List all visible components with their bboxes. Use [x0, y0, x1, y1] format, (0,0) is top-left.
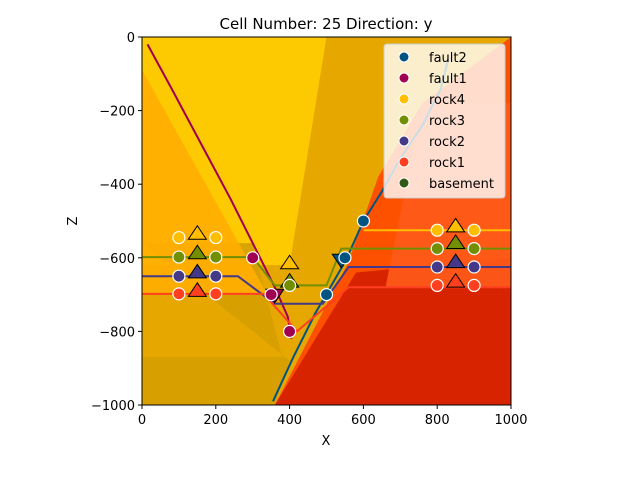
legend-label-rock2: rock2: [429, 135, 465, 150]
legend-marker-fault1: [398, 72, 410, 84]
point-rock3: [283, 278, 297, 292]
orientation-marker: [187, 281, 208, 297]
legend: fault2 fault1 rock4 rock3 rock2 rock1 basement: [383, 43, 506, 199]
point-rock3: [172, 250, 186, 264]
point-rock1: [209, 287, 223, 301]
orientation-marker: [279, 254, 300, 270]
x-tick-label: 600: [351, 413, 376, 428]
point-rock1: [467, 278, 481, 292]
point-rock1: [430, 278, 444, 292]
legend-label-fault1: fault1: [429, 72, 467, 87]
line-fault1: [146, 43, 293, 339]
point-rock2: [430, 260, 444, 274]
orientation-marker: [187, 263, 208, 279]
point-fault1: [264, 288, 278, 302]
x-tick-label: 0: [138, 413, 146, 428]
y-tick-label: −600: [99, 252, 135, 267]
legend-box: [383, 43, 506, 199]
point-rock2: [467, 260, 481, 274]
x-tick-label: 800: [425, 413, 450, 428]
chart-title: Cell Number: 25 Direction: y: [220, 15, 433, 33]
point-fault2: [319, 288, 334, 302]
legend-marker-rock1: [398, 156, 410, 168]
x-tick-label: 400: [277, 413, 302, 428]
point-fault2: [338, 251, 352, 265]
legend-marker-rock2: [398, 135, 410, 147]
point-rock4: [430, 223, 444, 237]
line-rock1: [142, 286, 511, 333]
x-tick-label: 1000: [494, 413, 527, 428]
line-rock3: [142, 247, 511, 287]
y-tick-label: 0: [127, 31, 135, 46]
legend-marker-rock3: [398, 114, 410, 126]
axes: 0 200 400 600 800 1000 0 −200 −400 −600 −800 −1000: [91, 31, 528, 428]
point-fault2: [356, 214, 370, 228]
orientation-marker: [445, 234, 466, 249]
legend-label-rock3: rock3: [429, 114, 465, 129]
axes-frame: [141, 36, 512, 406]
legend-label-rock1: rock1: [429, 156, 465, 171]
region-right-dark-red: [274, 257, 511, 405]
y-tick-label: −200: [99, 105, 135, 120]
orientation-marker: [187, 224, 208, 240]
orientation-marker: [445, 217, 466, 233]
orientation-marker: [445, 253, 466, 269]
y-tick-label: −1000: [91, 399, 135, 414]
point-rock3: [430, 242, 444, 256]
point-rock1: [172, 287, 186, 301]
point-rock2: [209, 269, 223, 283]
point-fault1: [246, 251, 260, 265]
point-rock3: [209, 250, 223, 264]
point-rock3: [467, 242, 481, 256]
point-rock2: [172, 269, 186, 283]
orientation-marker: [445, 272, 466, 288]
y-tick-label: −400: [99, 178, 135, 193]
legend-marker-fault2: [398, 51, 410, 63]
legend-label-basement: basement: [429, 177, 494, 192]
point-rock4: [467, 223, 481, 237]
legend-label-fault2: fault2: [429, 51, 467, 66]
point-rock4: [172, 230, 186, 245]
legend-label-rock4: rock4: [429, 93, 465, 108]
y-axis-title: Z: [66, 216, 81, 225]
x-axis-title: X: [322, 434, 331, 449]
legend-marker-rock4: [398, 93, 410, 105]
point-fault1: [283, 324, 297, 338]
x-tick-label: 200: [203, 413, 228, 428]
orientation-marker: [187, 244, 208, 260]
y-tick-label: −800: [99, 325, 135, 340]
legend-marker-basement: [398, 177, 410, 189]
point-rock4: [209, 230, 223, 245]
